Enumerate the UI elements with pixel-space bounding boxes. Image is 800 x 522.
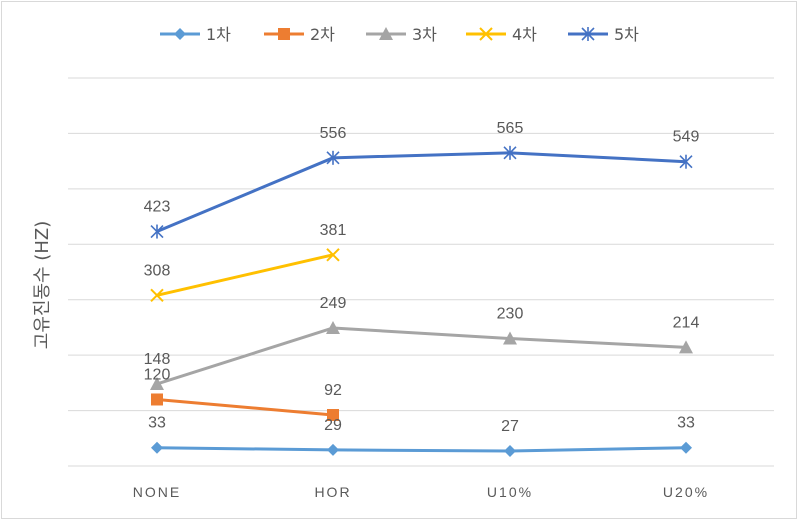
- data-point-marker: [503, 331, 517, 345]
- x-axis-ticks: NONE HOR U10% U20%: [133, 484, 709, 500]
- data-label: 148: [144, 351, 171, 368]
- data-label: 565: [497, 120, 524, 137]
- grid-lines: [68, 77, 774, 467]
- data-label: 423: [144, 199, 171, 216]
- data-point-marker: [150, 376, 164, 390]
- data-point-marker: [278, 28, 290, 40]
- data-point-marker: [174, 28, 186, 40]
- data-point-marker: [326, 320, 340, 334]
- data-point-marker: [679, 154, 693, 169]
- data-label: 33: [677, 415, 695, 432]
- legend-label: 4차: [512, 25, 537, 44]
- series-lines: [156, 151, 687, 453]
- legend: 1차 2차 3차 4차 5차: [160, 25, 639, 44]
- data-point-marker: [327, 409, 339, 422]
- legend-item: 2차: [264, 25, 335, 44]
- series-line: [156, 397, 334, 417]
- data-label: 27: [501, 418, 519, 435]
- x-tick-label: U20%: [663, 484, 709, 500]
- data-label: 381: [320, 222, 347, 239]
- legend-label: 3차: [412, 25, 437, 44]
- data-point-marker: [679, 340, 693, 354]
- data-point-marker: [327, 443, 339, 456]
- series-line: [156, 253, 334, 297]
- data-label: 92: [324, 382, 342, 399]
- legend-item: 1차: [160, 25, 231, 44]
- data-point-marker: [503, 145, 517, 160]
- data-point-marker: [581, 27, 595, 41]
- data-point-marker: [479, 27, 493, 41]
- data-point-marker: [151, 393, 163, 406]
- data-label: 29: [324, 417, 342, 434]
- legend-item: 5차: [568, 25, 639, 44]
- data-point-marker: [151, 441, 163, 454]
- data-point-marker: [326, 150, 340, 165]
- series-line: [156, 446, 687, 453]
- legend-label: 5차: [614, 25, 639, 44]
- legend-item: 3차: [366, 25, 437, 44]
- data-label: 214: [673, 314, 700, 331]
- series-markers: [150, 145, 693, 458]
- x-tick-label: U10%: [487, 484, 533, 500]
- data-label: 249: [320, 295, 347, 312]
- y-axis-label: 고유진동수 (HZ): [32, 221, 53, 349]
- data-point-marker: [680, 441, 692, 454]
- x-tick-label: HOR: [314, 484, 351, 500]
- data-labels: 33 29 27 33 120 92 148 249 230 214 308 381 423 556 565…: [144, 120, 700, 435]
- legend-item: 4차: [466, 25, 537, 44]
- data-label: 556: [320, 125, 347, 142]
- legend-label: 2차: [310, 25, 335, 44]
- data-label: 33: [148, 415, 166, 432]
- data-label: 549: [673, 129, 700, 146]
- series-line: [156, 151, 687, 233]
- data-label: 120: [144, 366, 171, 383]
- data-label: 230: [497, 306, 524, 323]
- data-point-marker: [150, 288, 164, 302]
- data-point-marker: [379, 27, 393, 40]
- legend-label: 1차: [206, 25, 231, 44]
- data-label: 308: [144, 262, 171, 279]
- series-line: [156, 326, 687, 386]
- data-point-marker: [504, 445, 516, 458]
- data-point-marker: [326, 248, 340, 262]
- x-tick-label: NONE: [133, 484, 181, 500]
- data-point-marker: [150, 224, 164, 239]
